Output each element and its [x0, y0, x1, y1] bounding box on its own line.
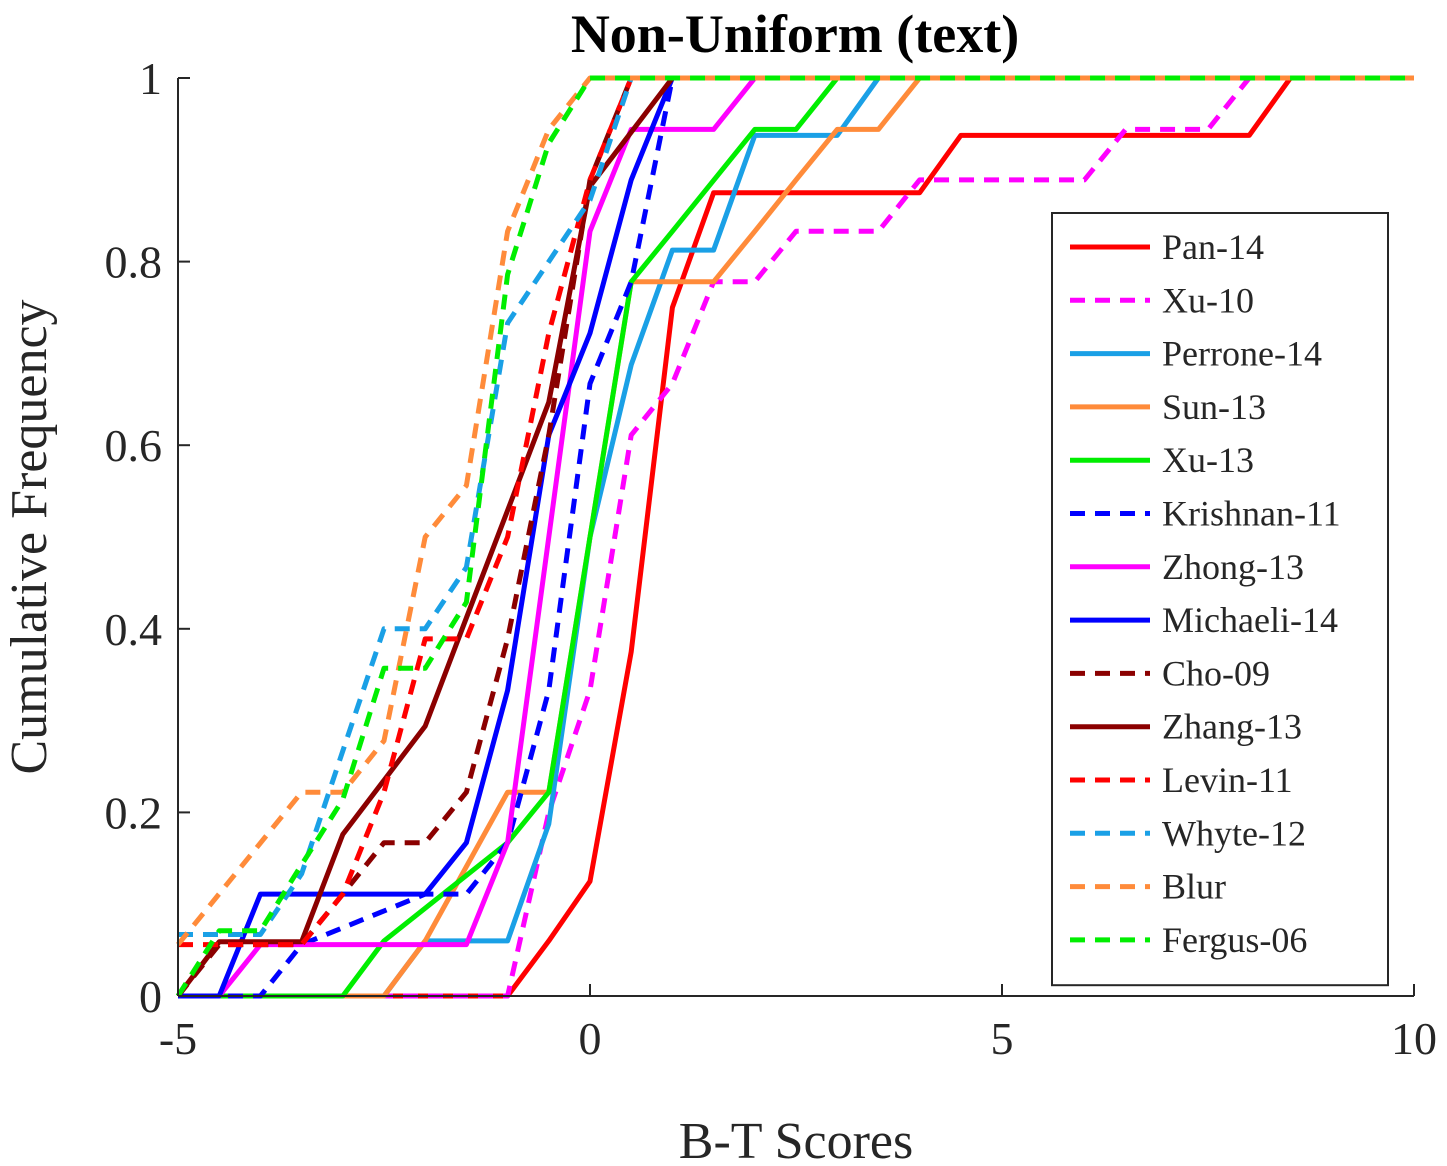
legend-box [1051, 212, 1389, 987]
series-line-blur [176, 75, 1414, 947]
y-tick-label: 0.4 [105, 604, 163, 655]
legend-label: Xu-13 [1162, 440, 1254, 480]
legend-label: Zhong-13 [1162, 547, 1304, 587]
legend-label: Whyte-12 [1162, 813, 1306, 853]
chart-title: Non-Uniform (text) [571, 4, 1019, 64]
legend-label: Krishnan-11 [1162, 494, 1341, 534]
series-line-xu-10 [178, 75, 1414, 999]
legend-label: Cho-09 [1162, 653, 1270, 693]
y-tick-label: 1 [139, 53, 162, 104]
x-tick-label: 0 [579, 1013, 602, 1064]
legend-label: Perrone-14 [1162, 334, 1322, 374]
x-tick-label: -5 [159, 1013, 197, 1064]
x-tick-label: 5 [991, 1013, 1014, 1064]
legend-label: Pan-14 [1162, 227, 1264, 267]
legend-label: Levin-11 [1162, 760, 1293, 800]
y-axis-label: Cumulative Frequency [1, 299, 58, 774]
y-tick-label: 0.6 [105, 420, 163, 471]
series-layer [175, 75, 1414, 999]
x-tick-label: 10 [1391, 1013, 1437, 1064]
series-line-levin-11 [178, 75, 1414, 948]
legend: Pan-14 Xu-10 Perrone-14 Sun-13 Xu-13 Krishnan… [1051, 212, 1389, 987]
series-line-fergus-06 [175, 75, 1414, 998]
y-tick-label: 0.8 [105, 237, 163, 288]
legend-label: Xu-10 [1162, 280, 1254, 320]
y-tick-label: 0 [139, 971, 162, 1022]
x-axis-label: B-T Scores [679, 1113, 913, 1166]
series-line-sun-13 [178, 75, 1414, 999]
legend-label: Michaeli-14 [1162, 600, 1338, 640]
legend-label: Zhang-13 [1162, 707, 1302, 747]
series-line-zhong-13 [178, 75, 1414, 999]
series-line-xu-13 [178, 75, 1414, 999]
series-line-zhang-13 [176, 75, 1414, 998]
y-tick-label: 0.2 [105, 787, 163, 838]
legend-label: Sun-13 [1162, 387, 1266, 427]
legend-label: Fergus-06 [1162, 920, 1307, 960]
legend-label: Blur [1162, 867, 1226, 907]
series-line-michaeli-14 [178, 75, 1414, 999]
